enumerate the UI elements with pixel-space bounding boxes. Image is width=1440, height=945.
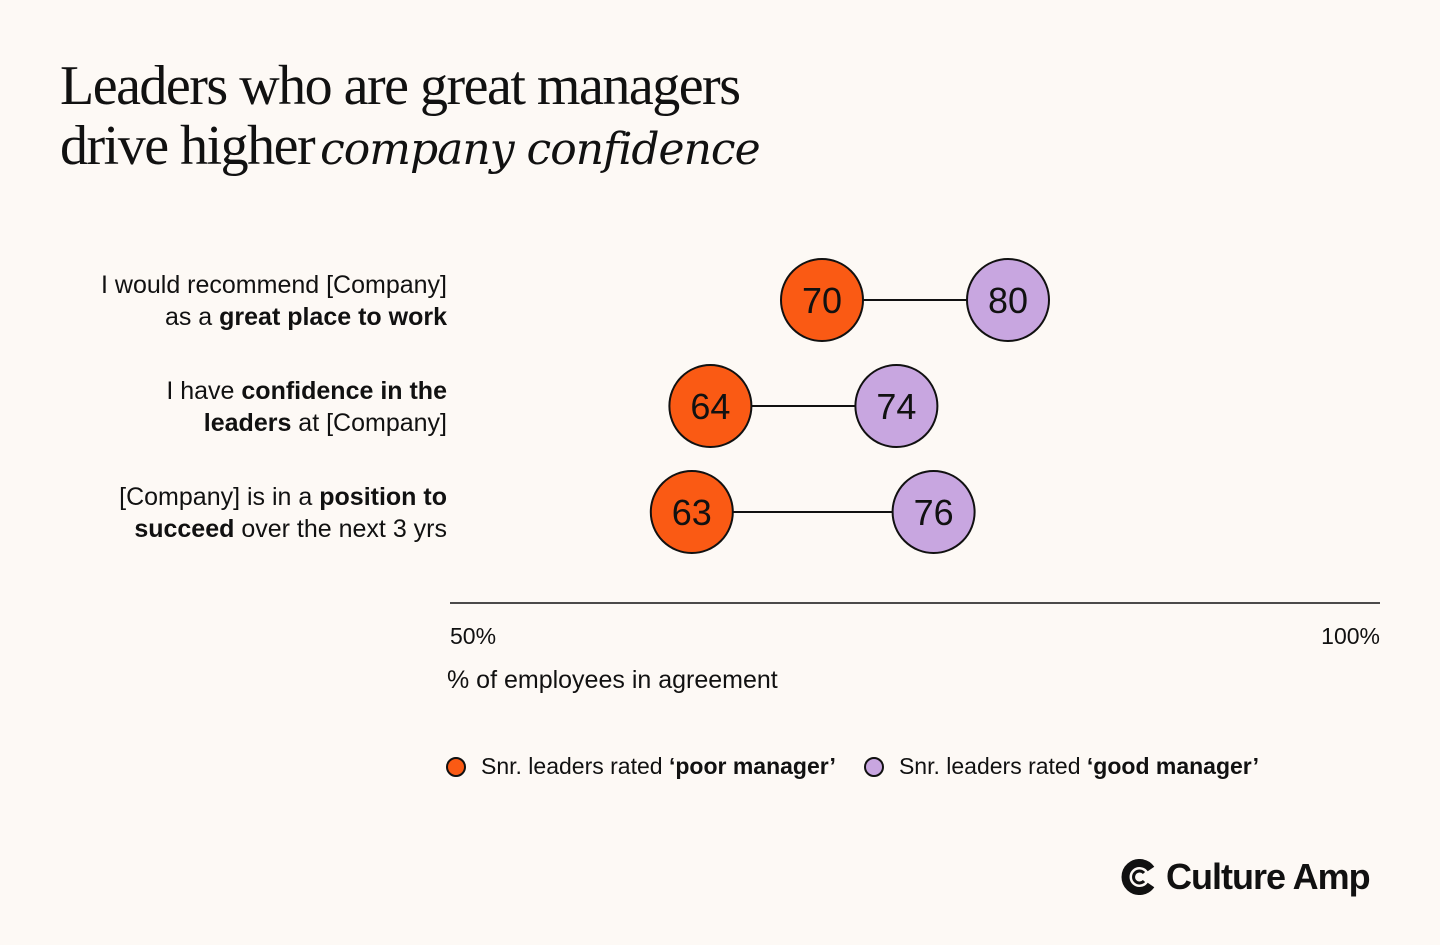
brand-name: Culture Amp — [1166, 856, 1371, 897]
dumbbell-group: 70 80 64 74 63 76 — [649, 258, 1050, 554]
row-label-2: I have confidence in the leaders at [Comp… — [27, 375, 447, 439]
brand-logo: Culture Amp — [1120, 856, 1371, 898]
row-label-segment: great place to work — [219, 303, 447, 331]
row-label-segment: at [Company] — [291, 409, 447, 437]
poor-manager-point-2 — [668, 364, 753, 448]
row-label-segment: over the next 3 yrs — [234, 515, 447, 543]
chart-title: Leaders who are great managers drive hig… — [60, 56, 960, 180]
legend-label-good: Snr. leaders rated ‘good manager’ — [898, 753, 1260, 779]
good-manager-point-2 — [854, 364, 939, 448]
row-label-segment: confidence in the — [241, 377, 447, 405]
legend: Snr. leaders rated ‘poor manager’ Snr. l… — [446, 753, 1287, 780]
row-label-segment: I would recommend [Company] — [101, 271, 447, 299]
poor-manager-value-label-2: 64 — [690, 386, 730, 427]
row-label-segment: leaders — [203, 409, 292, 437]
legend-label-poor: Snr. leaders rated ‘poor manager’ — [481, 753, 836, 779]
title-line-1: Leaders who are great managers — [60, 55, 741, 117]
row-label-segment: position to — [319, 483, 447, 511]
good-manager-value-label-2: 74 — [876, 386, 916, 427]
good-manager-value-label-1: 80 — [988, 280, 1028, 321]
poor-manager-point-1 — [780, 258, 864, 342]
row-label-segment: I have — [166, 377, 242, 405]
title-line-2: drive higher company confidence — [60, 116, 960, 180]
good-manager-value-label-3: 76 — [914, 492, 954, 533]
legend-item-poor: Snr. leaders rated ‘poor manager’ — [446, 753, 836, 780]
legend-swatch-good — [863, 756, 884, 777]
poor-manager-value-label-3: 63 — [672, 492, 712, 533]
legend-swatch-poor — [446, 756, 466, 777]
row-label-segment: [Company] is in a — [119, 483, 320, 511]
poor-manager-value-label-1: 70 — [802, 280, 842, 321]
legend-item-good: Snr. leaders rated ‘good manager’ — [863, 753, 1260, 780]
x-tick-label-100: 100% — [1321, 623, 1380, 649]
good-manager-point-3 — [891, 470, 976, 554]
good-manager-point-1 — [966, 258, 1050, 342]
row-label-segment: succeed — [134, 515, 235, 543]
row-label-1: I would recommend [Company] as a great pl… — [27, 269, 447, 333]
x-tick-label-50: 50% — [450, 623, 496, 649]
poor-manager-point-3 — [649, 470, 734, 554]
x-axis-title: % of employees in agreement — [447, 666, 778, 694]
title-script-text: company confidence — [320, 124, 760, 175]
row-label-3: [Company] is in a position to succeed ove… — [27, 481, 447, 545]
row-label-segment: as a — [164, 303, 220, 331]
culture-amp-logo-icon — [1121, 859, 1155, 895]
title-plain-text: drive higher — [60, 115, 316, 177]
